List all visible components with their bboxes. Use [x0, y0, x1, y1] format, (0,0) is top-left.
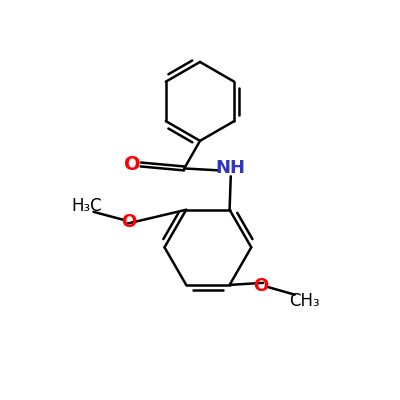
Text: NH: NH: [216, 160, 246, 178]
Text: O: O: [121, 213, 137, 231]
Text: O: O: [124, 155, 140, 174]
Text: CH₃: CH₃: [289, 292, 320, 310]
Text: H₃C: H₃C: [71, 197, 102, 215]
Text: O: O: [254, 276, 269, 294]
